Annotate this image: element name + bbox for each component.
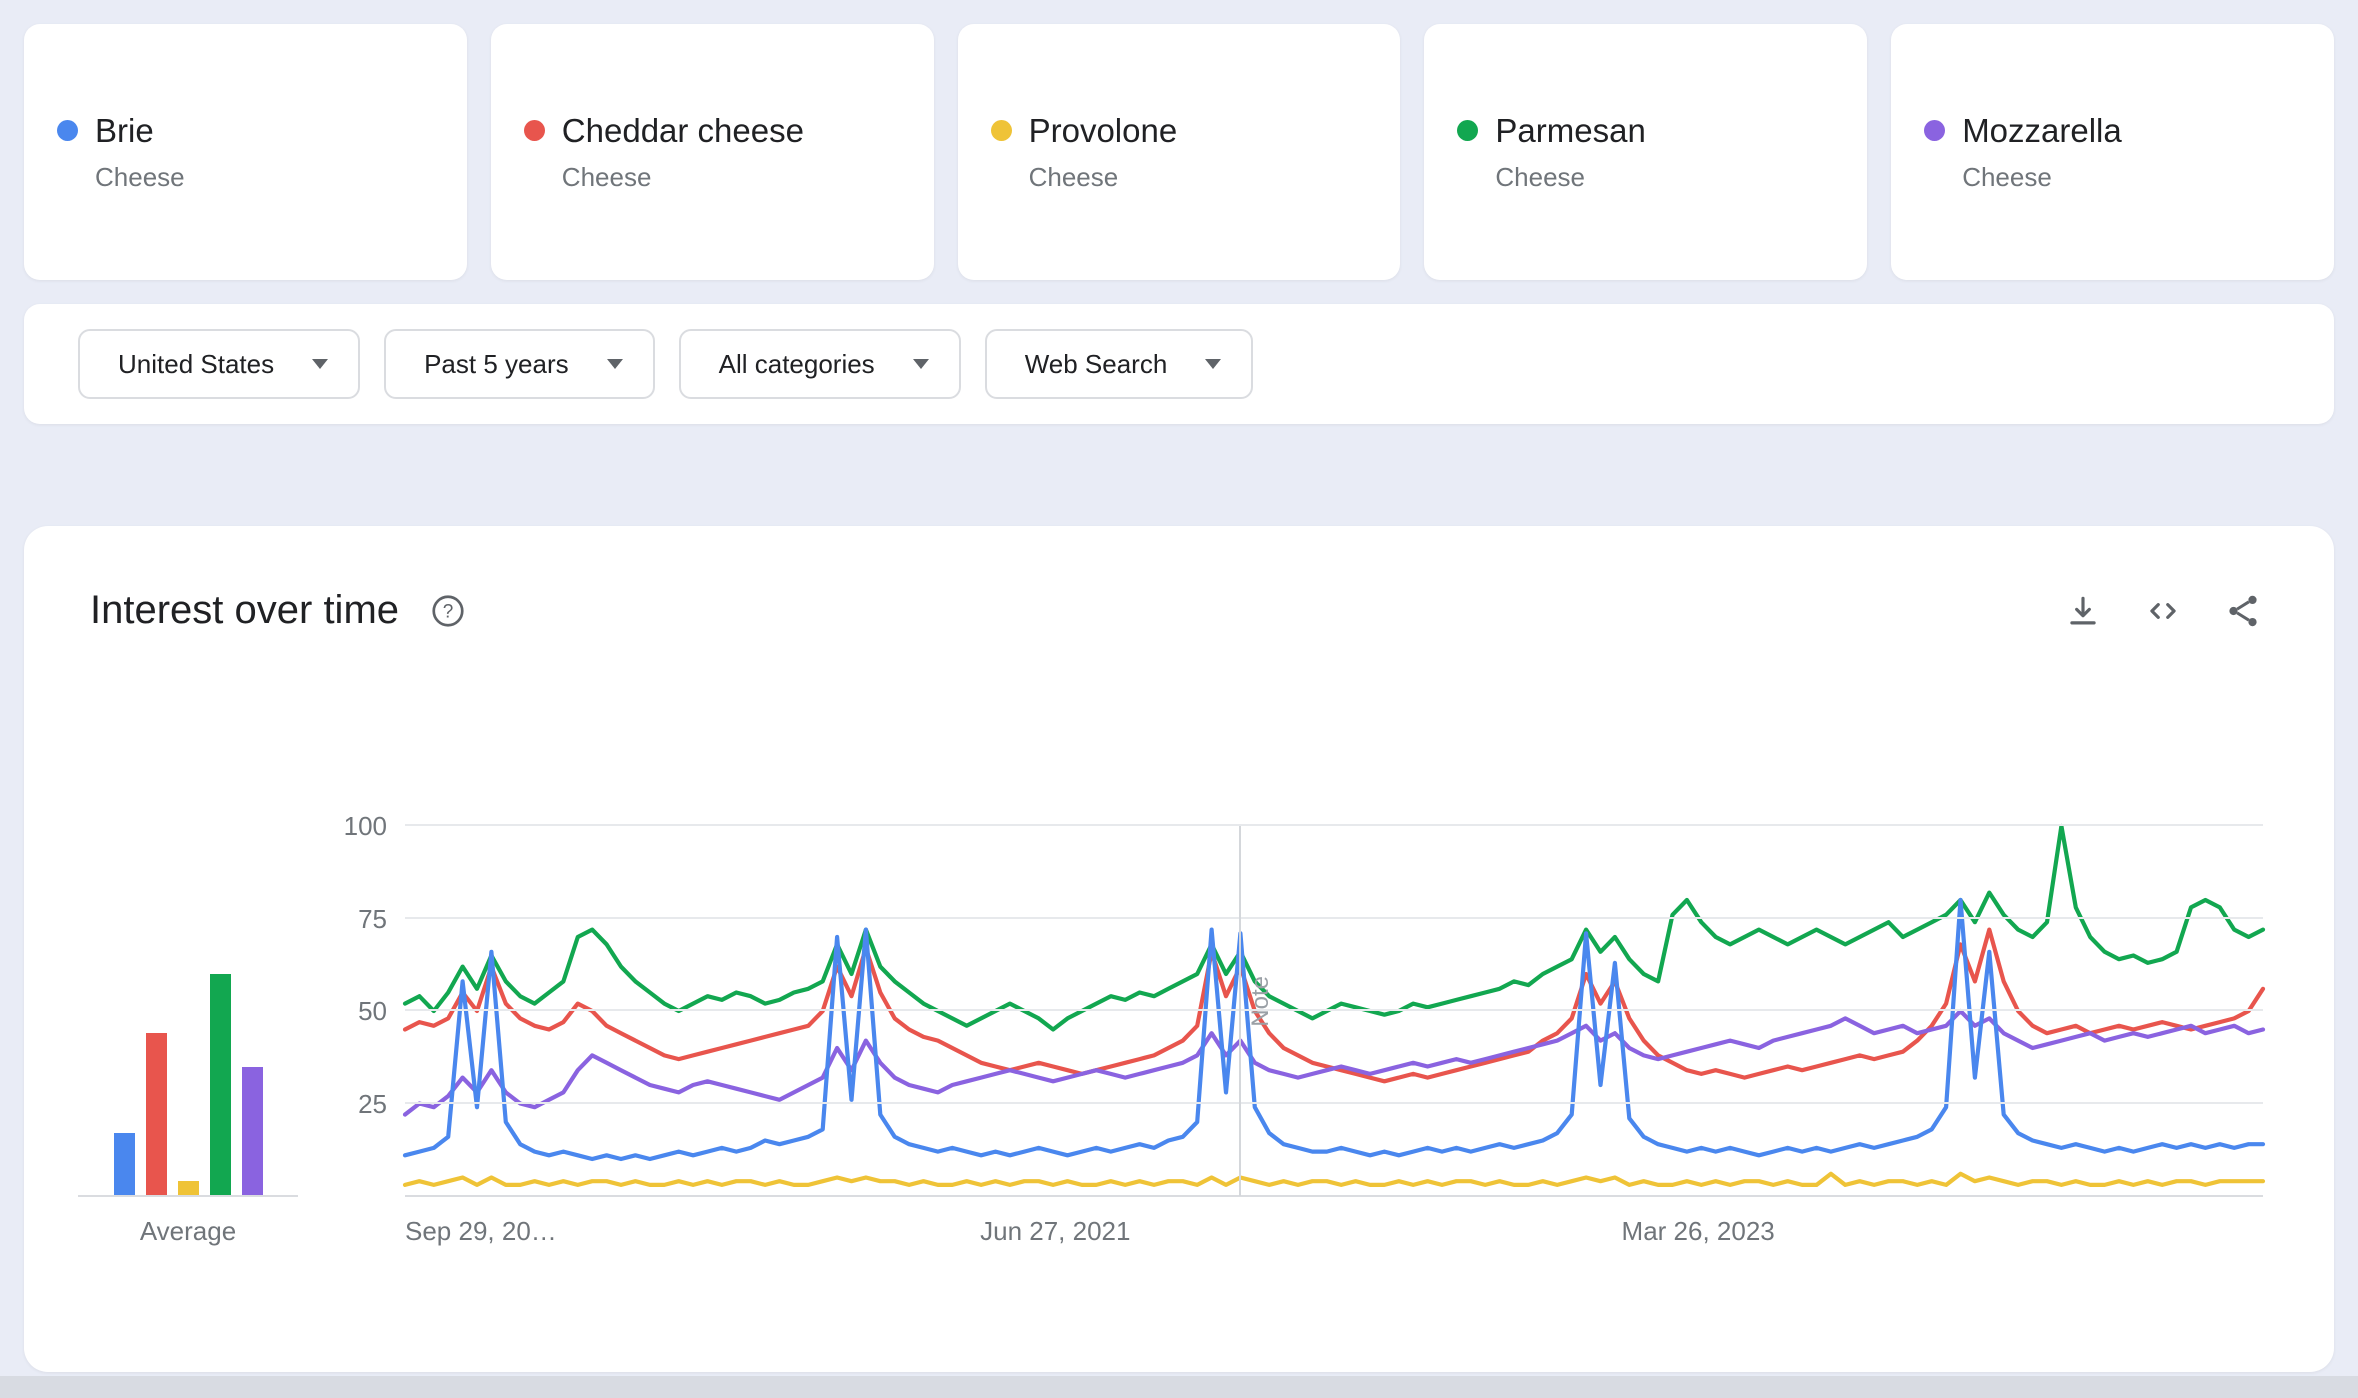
download-icon[interactable]	[2064, 592, 2102, 630]
interest-over-time-card: Interest over time ?	[24, 526, 2334, 1372]
search-type-dropdown[interactable]: Web Search	[984, 329, 1254, 399]
y-axis-label-75: 75	[358, 903, 387, 934]
term-label: Cheddar cheese	[561, 111, 804, 149]
x-axis-label-1: Jun 27, 2021	[980, 1216, 1131, 1246]
x-axis-label-0: Sep 29, 20…	[405, 1216, 557, 1246]
term-color-dot-4	[1924, 120, 1946, 141]
term-sublabel: Cheese	[1962, 161, 2052, 192]
term-label: Provolone	[1028, 111, 1178, 149]
x-axis-label-2: Mar 26, 2023	[1621, 1216, 1775, 1246]
term-label: Parmesan	[1495, 111, 1646, 149]
card-header: Interest over time ?	[90, 588, 2262, 633]
region-dropdown-label: United States	[118, 348, 275, 379]
term-color-dot-1	[523, 120, 545, 141]
embed-icon[interactable]	[2144, 592, 2182, 630]
help-icon[interactable]: ?	[429, 592, 467, 630]
average-bars	[78, 974, 298, 1196]
average-label: Average	[139, 1216, 237, 1246]
gridline-100	[405, 824, 2263, 826]
gridline-50	[405, 1009, 2263, 1011]
avg-bar-brie	[113, 1133, 135, 1196]
note-marker-line[interactable]	[1239, 826, 1242, 1196]
term-sublabel: Cheese	[95, 161, 185, 192]
term-card-cheddar-cheese[interactable]: Cheddar cheese Cheese	[490, 24, 934, 280]
term-card-mozzarella[interactable]: Mozzarella Cheese	[1891, 24, 2334, 280]
x-axis-line	[405, 1195, 2263, 1197]
term-sublabel: Cheese	[1028, 161, 1119, 192]
y-axis-label-50: 50	[358, 996, 387, 1026]
region-dropdown[interactable]: United States	[78, 329, 361, 399]
series-line-parmesan	[402, 823, 2266, 1032]
avg-bar-provolone	[177, 1181, 199, 1196]
svg-text:?: ?	[443, 601, 454, 622]
term-label: Brie	[95, 111, 154, 149]
gridline-75	[405, 916, 2263, 919]
line-chart-canvas	[402, 823, 2266, 1187]
term-cards-row: Brie Cheese Cheddar cheese Cheese Provol…	[24, 24, 2334, 280]
term-card-brie[interactable]: Brie Cheese	[24, 24, 467, 280]
time-range-dropdown-label: Past 5 years	[424, 348, 569, 379]
time-range-dropdown[interactable]: Past 5 years	[384, 329, 655, 399]
note-marker-label: Note	[1247, 976, 1275, 1027]
avg-bar-mozzarella	[241, 1066, 263, 1196]
category-dropdown-label: All categories	[718, 348, 875, 379]
average-axis-line	[78, 1195, 298, 1197]
chevron-down-icon	[1205, 359, 1222, 369]
term-sublabel: Cheese	[561, 161, 652, 192]
filter-bar: United States Past 5 years All categorie…	[24, 304, 2334, 424]
chevron-down-icon	[606, 359, 623, 369]
avg-bar-cheddar-cheese	[145, 1033, 167, 1196]
average-bar-chart[interactable]: Average	[78, 826, 298, 1246]
y-axis-label-100: 100	[343, 811, 387, 841]
chevron-down-icon	[312, 359, 329, 369]
share-icon[interactable]	[2224, 592, 2262, 630]
bottom-divider	[0, 1376, 2358, 1398]
series-line-provolone	[402, 1171, 2266, 1187]
interest-line-chart[interactable]: 25 50 75 100 Sep 29, 20… Jun 27, 2021 Mar 26, …	[344, 813, 2266, 1246]
section-title: Interest over time	[90, 588, 400, 632]
series-line-mozzarella	[402, 1008, 2266, 1117]
series-line-brie	[402, 897, 2266, 1162]
category-dropdown[interactable]: All categories	[678, 329, 961, 399]
term-color-dot-2	[990, 120, 1012, 141]
term-card-parmesan[interactable]: Parmesan Cheese	[1424, 24, 1868, 280]
avg-bar-parmesan	[209, 974, 231, 1196]
term-color-dot-0	[57, 120, 78, 141]
gridline-25	[405, 1101, 2263, 1104]
term-color-dot-3	[1457, 120, 1479, 141]
y-axis-label-25: 25	[358, 1088, 387, 1119]
search-type-dropdown-label: Web Search	[1024, 348, 1168, 379]
term-card-provolone[interactable]: Provolone Cheese	[957, 24, 1401, 280]
chevron-down-icon	[912, 359, 929, 369]
term-label: Mozzarella	[1962, 111, 2122, 149]
term-sublabel: Cheese	[1495, 161, 1586, 192]
